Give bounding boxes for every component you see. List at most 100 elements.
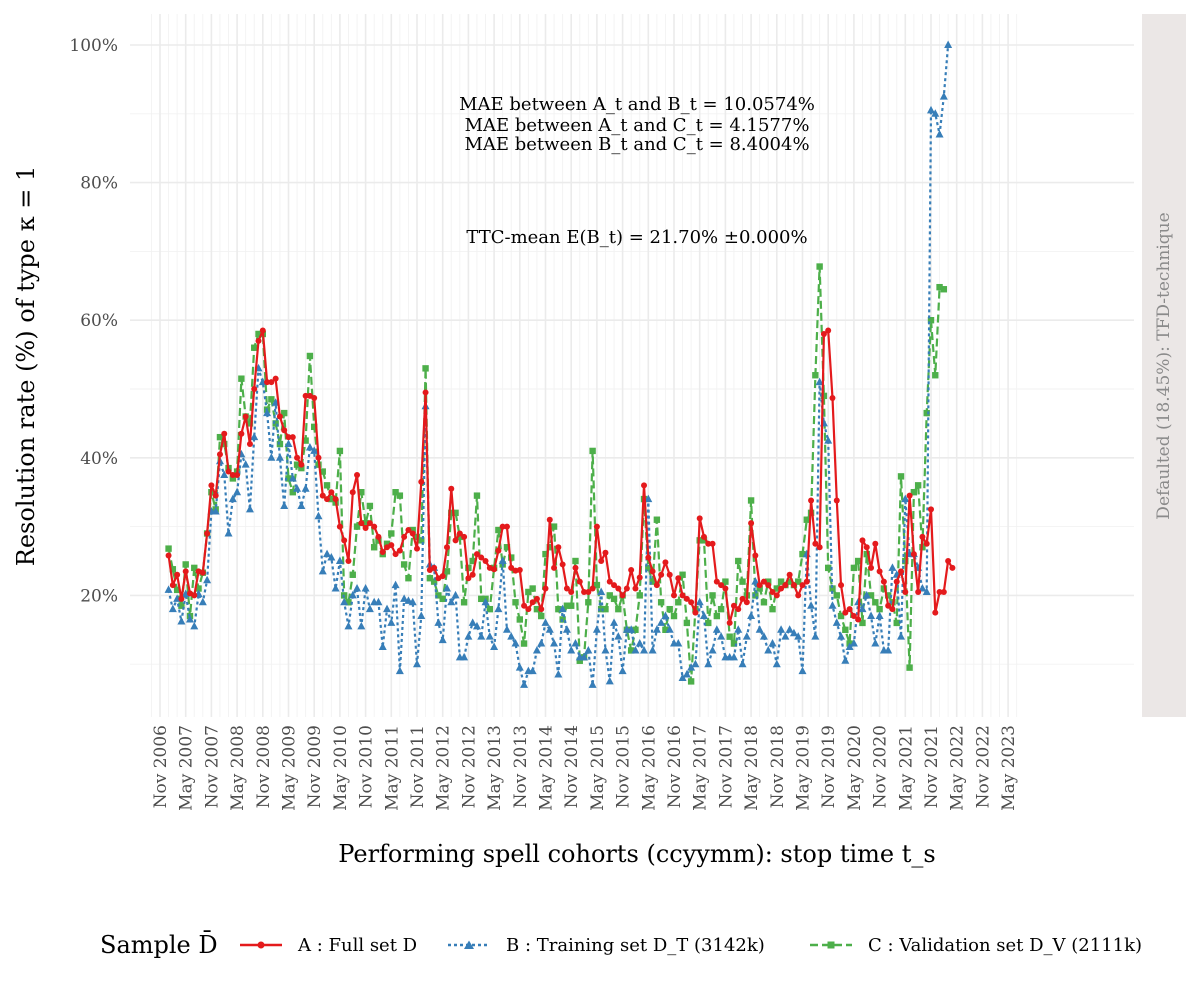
legend-item-c: C : Validation set D_V (2111k) — [810, 935, 1142, 956]
series-a-point — [718, 582, 725, 589]
series-c-point — [520, 640, 528, 647]
series-a-point — [576, 578, 583, 585]
series-b-point — [708, 645, 717, 654]
series-c-point — [679, 571, 686, 578]
series-a-point — [568, 588, 575, 595]
series-c-point — [760, 599, 768, 606]
series-c-point — [615, 605, 622, 613]
series-c-point — [306, 352, 314, 360]
series-a-point — [893, 578, 900, 585]
series-b-point — [558, 604, 567, 613]
series-a-point — [632, 585, 639, 592]
series-a-point — [782, 582, 789, 589]
series-b-point — [562, 625, 571, 633]
series-a-point — [289, 434, 296, 441]
series-b-point — [867, 611, 876, 620]
series-a-point — [589, 585, 596, 592]
series-a-point — [191, 592, 198, 599]
series-b-point — [233, 487, 242, 496]
series-b-point — [738, 659, 747, 668]
series-c-point — [349, 571, 356, 578]
series-c-point — [867, 592, 875, 599]
series-c-point — [863, 550, 870, 558]
series-b-point — [245, 504, 254, 513]
x-tick-label: May 2013 — [485, 725, 505, 811]
x-tick-label: Nov 2022 — [973, 725, 993, 808]
series-a-point — [636, 574, 643, 581]
series-b-point — [404, 596, 413, 604]
series-b-point — [631, 645, 640, 654]
series-b-point — [794, 632, 803, 640]
x-tick-label: Nov 2019 — [819, 725, 839, 808]
series-a-point — [872, 540, 879, 547]
series-c-point — [191, 564, 198, 572]
series-a-point — [516, 566, 523, 573]
series-b-point — [502, 625, 511, 633]
series-b-point — [691, 659, 700, 668]
series-a-point — [259, 327, 266, 334]
x-tick-label: May 2007 — [177, 725, 197, 811]
series-a-point — [932, 609, 939, 616]
series-c-point — [435, 592, 442, 599]
series-a-point — [598, 558, 605, 564]
series-c-point — [293, 461, 301, 468]
series-b-point — [635, 639, 644, 647]
series-b-point — [284, 439, 293, 448]
series-b-point — [357, 621, 366, 630]
series-b-point — [729, 652, 738, 661]
series-a-point — [949, 564, 956, 571]
series-a-point — [816, 544, 823, 551]
series-a-point — [748, 520, 755, 527]
series-b-point — [434, 618, 443, 626]
series-a-point — [178, 595, 185, 602]
series-a-point — [713, 578, 720, 585]
series-b-point — [185, 614, 194, 623]
series-a-point — [328, 489, 335, 496]
series-c-point — [289, 489, 296, 496]
series-c-point — [713, 612, 721, 620]
series-b-point — [584, 645, 593, 654]
series-c-point — [396, 492, 404, 499]
series-b-point — [438, 635, 447, 644]
series-c-point — [345, 599, 352, 606]
series-a-point — [739, 595, 746, 602]
series-a-point — [379, 549, 386, 556]
series-c-point — [662, 626, 669, 633]
series-c-point — [872, 599, 879, 606]
series-a-point — [452, 537, 459, 544]
series-b-point — [378, 642, 387, 650]
series-b-point — [888, 563, 897, 571]
series-b-point — [507, 632, 516, 640]
legend-item-b: B : Training set D_T (3142k) — [448, 935, 765, 956]
series-c-point — [932, 372, 939, 379]
series-b-point — [485, 632, 494, 640]
series-b-point — [657, 618, 666, 626]
series-c-point — [216, 433, 224, 441]
series-b-point — [789, 628, 798, 637]
series-b-point — [198, 597, 207, 606]
series-a-point — [563, 585, 570, 592]
series-a-point — [216, 451, 223, 458]
series-a-point — [482, 558, 489, 564]
series-b-point — [828, 601, 837, 609]
series-b-point — [768, 639, 777, 647]
series-b-point — [807, 601, 816, 609]
series-c-point — [508, 554, 515, 561]
series-a-point — [268, 379, 275, 386]
series-c-point — [546, 544, 553, 551]
series-c-point — [610, 595, 618, 603]
series-b-point — [528, 666, 537, 675]
series-c-point — [542, 550, 549, 558]
x-tick-label: Nov 2015 — [614, 725, 634, 808]
series-b-point — [601, 645, 610, 654]
x-tick-label: May 2014 — [537, 725, 557, 811]
series-c-point — [255, 330, 262, 338]
series-a-point — [756, 582, 763, 589]
series-a-point — [533, 595, 540, 602]
series-b-point — [250, 432, 259, 441]
series-a-point — [936, 588, 943, 595]
series-b-point — [323, 549, 332, 558]
series-a-point — [358, 520, 365, 527]
series-a-point — [422, 389, 429, 396]
